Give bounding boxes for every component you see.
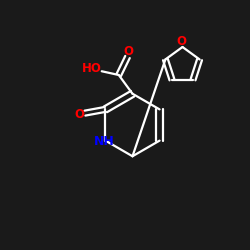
Text: O: O	[74, 108, 85, 121]
Text: O: O	[176, 35, 186, 48]
Text: O: O	[123, 45, 133, 58]
Text: HO: HO	[82, 62, 102, 75]
Text: NH: NH	[94, 136, 114, 148]
